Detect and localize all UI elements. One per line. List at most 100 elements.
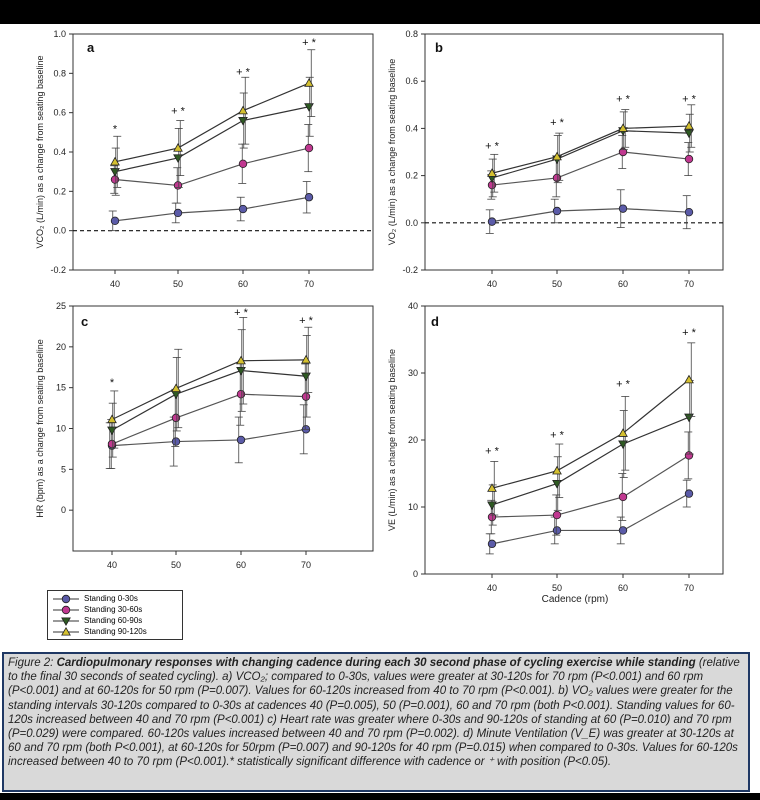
- significance-marker: + *: [236, 66, 250, 78]
- y-tick-label: 15: [56, 383, 66, 393]
- significance-marker: + *: [616, 379, 630, 391]
- series-line: [491, 151, 690, 186]
- data-point: [487, 483, 497, 492]
- chart-panel-a: -0.2 0.0 0.2 0.4 0.6 0.8 1.0 40 50 60 70 a VCO₂ (L/m…: [35, 29, 374, 289]
- x-tick-label: 70: [301, 560, 311, 570]
- y-tick-label: 0.4: [53, 147, 66, 157]
- data-point: [487, 539, 497, 549]
- y-tick-label: 0.6: [405, 76, 418, 86]
- y-tick-label: -0.2: [402, 265, 418, 275]
- significance-marker: + *: [682, 93, 696, 105]
- plot-frame: [72, 305, 374, 552]
- significance-marker: + *: [299, 315, 313, 327]
- x-tick-label: 70: [304, 279, 314, 289]
- caption-text: (relative to the final 30 seconds of sea…: [8, 657, 740, 769]
- legend-symbol: [61, 594, 71, 603]
- data-point: [110, 216, 120, 226]
- data-point: [171, 437, 181, 446]
- x-tick-label: 60: [618, 583, 628, 593]
- data-point: [301, 354, 311, 364]
- y-tick-label: 1.0: [53, 29, 66, 39]
- data-point: [552, 526, 562, 535]
- data-point: [618, 428, 628, 437]
- series-line: [114, 147, 310, 187]
- data-point: [618, 123, 628, 132]
- legend-label: Standing 30-60s: [84, 605, 143, 614]
- data-point: [301, 392, 311, 401]
- data-point: [110, 175, 120, 184]
- significance-marker: + *: [485, 446, 499, 458]
- y-tick-label: -0.2: [50, 265, 66, 275]
- x-tick-label: 70: [684, 583, 694, 593]
- caption-title: Cardiopulmonary responses with changing …: [56, 657, 696, 669]
- chart-panel-c: 0 5 10 15 20 25 40 50 60 70 c HR (bpm) as a change …: [35, 301, 374, 570]
- y-tick-label: 0.8: [53, 68, 66, 78]
- significance-marker: + *: [550, 117, 564, 129]
- data-point: [618, 492, 628, 502]
- y-tick-label: 5: [61, 464, 66, 474]
- y-tick-label: 0.0: [53, 226, 66, 236]
- y-tick-label: 0.2: [405, 171, 418, 181]
- data-point: [684, 451, 694, 460]
- panel-letter: b: [435, 40, 443, 55]
- significance-marker: + *: [682, 327, 696, 339]
- series-line: [114, 196, 310, 222]
- series-line: [111, 369, 307, 431]
- x-tick-label: 60: [238, 279, 248, 289]
- significance-marker: + *: [302, 37, 316, 49]
- data-point: [304, 143, 314, 153]
- y-tick-label: 10: [408, 502, 418, 512]
- x-tick-label: 50: [171, 560, 181, 570]
- chart-panel-d: 0 10 20 30 40 40 50 60 70 d VE (L/min) as a change…: [387, 301, 724, 605]
- data-point: [304, 78, 314, 87]
- x-tick-label: 40: [487, 279, 497, 289]
- y-axis-label: VO₂ (L/min) as a change from seating bas…: [387, 59, 397, 246]
- significance-marker: + *: [616, 93, 630, 105]
- x-tick-label: 40: [107, 560, 117, 570]
- data-point: [107, 439, 117, 449]
- series-line: [111, 428, 307, 447]
- data-point: [304, 193, 314, 202]
- data-point: [618, 147, 628, 157]
- data-point: [684, 489, 694, 498]
- x-tick-label: 50: [552, 583, 562, 593]
- legend-marker-3: [53, 626, 79, 636]
- chart-panel-b: -0.2 0.0 0.2 0.4 0.6 0.8 40 50 60 70 b VO₂ (L/min) …: [387, 29, 724, 289]
- data-point: [238, 105, 248, 115]
- data-point: [173, 181, 183, 190]
- y-tick-label: 20: [408, 435, 418, 445]
- data-point: [552, 510, 562, 520]
- data-point: [236, 390, 246, 399]
- data-point: [236, 435, 246, 445]
- significance-marker: *: [110, 377, 115, 389]
- legend-label: Standing 0-30s: [84, 594, 138, 603]
- data-point: [171, 413, 181, 423]
- series-0: [108, 181, 314, 232]
- x-tick-label: 60: [236, 560, 246, 570]
- series-3: [487, 104, 696, 193]
- y-tick-label: 10: [56, 424, 66, 434]
- legend-symbol: [61, 616, 71, 626]
- series-line: [491, 416, 690, 506]
- series-3: [107, 317, 313, 449]
- series-line: [491, 493, 690, 545]
- series-line: [491, 125, 690, 174]
- y-tick-label: 25: [56, 301, 66, 311]
- series-line: [491, 130, 690, 179]
- caption-label: Figure 2:: [8, 657, 57, 669]
- y-tick-label: 0.6: [53, 108, 66, 118]
- series-3: [110, 49, 316, 188]
- data-point: [684, 154, 694, 164]
- y-tick-label: 0: [413, 569, 418, 579]
- legend-marker-2: [53, 616, 79, 626]
- data-point: [171, 383, 181, 393]
- x-tick-label: 40: [110, 279, 120, 289]
- data-point: [238, 204, 248, 214]
- legend-item: Standing 60-90s: [52, 615, 142, 626]
- legend-marker-1: [53, 605, 79, 614]
- y-tick-label: 0.4: [405, 123, 418, 133]
- y-tick-label: 0.8: [405, 29, 418, 39]
- significance-marker: + *: [171, 106, 185, 118]
- panel-letter: d: [431, 314, 439, 329]
